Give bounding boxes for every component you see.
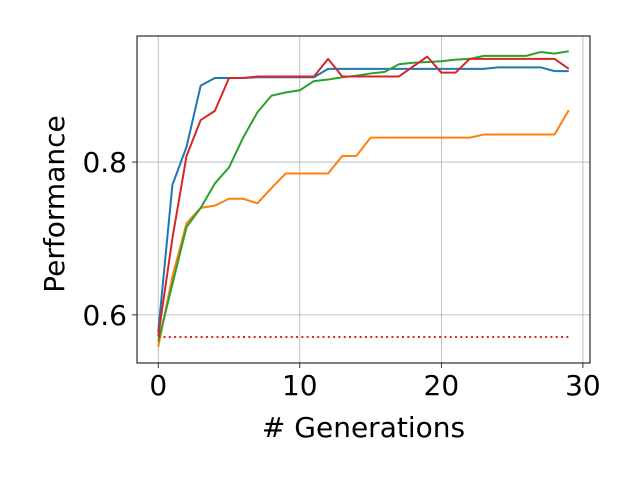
x-tick-label: 30 xyxy=(565,369,601,402)
x-tick-label: 0 xyxy=(149,369,167,402)
x-tick-label: 10 xyxy=(282,369,318,402)
x-tick-label: 20 xyxy=(424,369,460,402)
x-axis-label: # Generations xyxy=(262,411,465,444)
y-tick-label: 0.6 xyxy=(82,299,127,332)
series-line-4 xyxy=(157,55,570,337)
series-line-1 xyxy=(157,66,569,332)
ticks: 0 10 20 30 0.6 0.8 xyxy=(82,146,600,402)
y-tick-label: 0.8 xyxy=(82,146,127,179)
series-line-3 xyxy=(157,50,569,342)
series-group xyxy=(157,50,570,348)
series-line-2 xyxy=(157,109,570,348)
y-axis-label: Performance xyxy=(38,115,71,292)
plot-frame xyxy=(136,35,591,364)
